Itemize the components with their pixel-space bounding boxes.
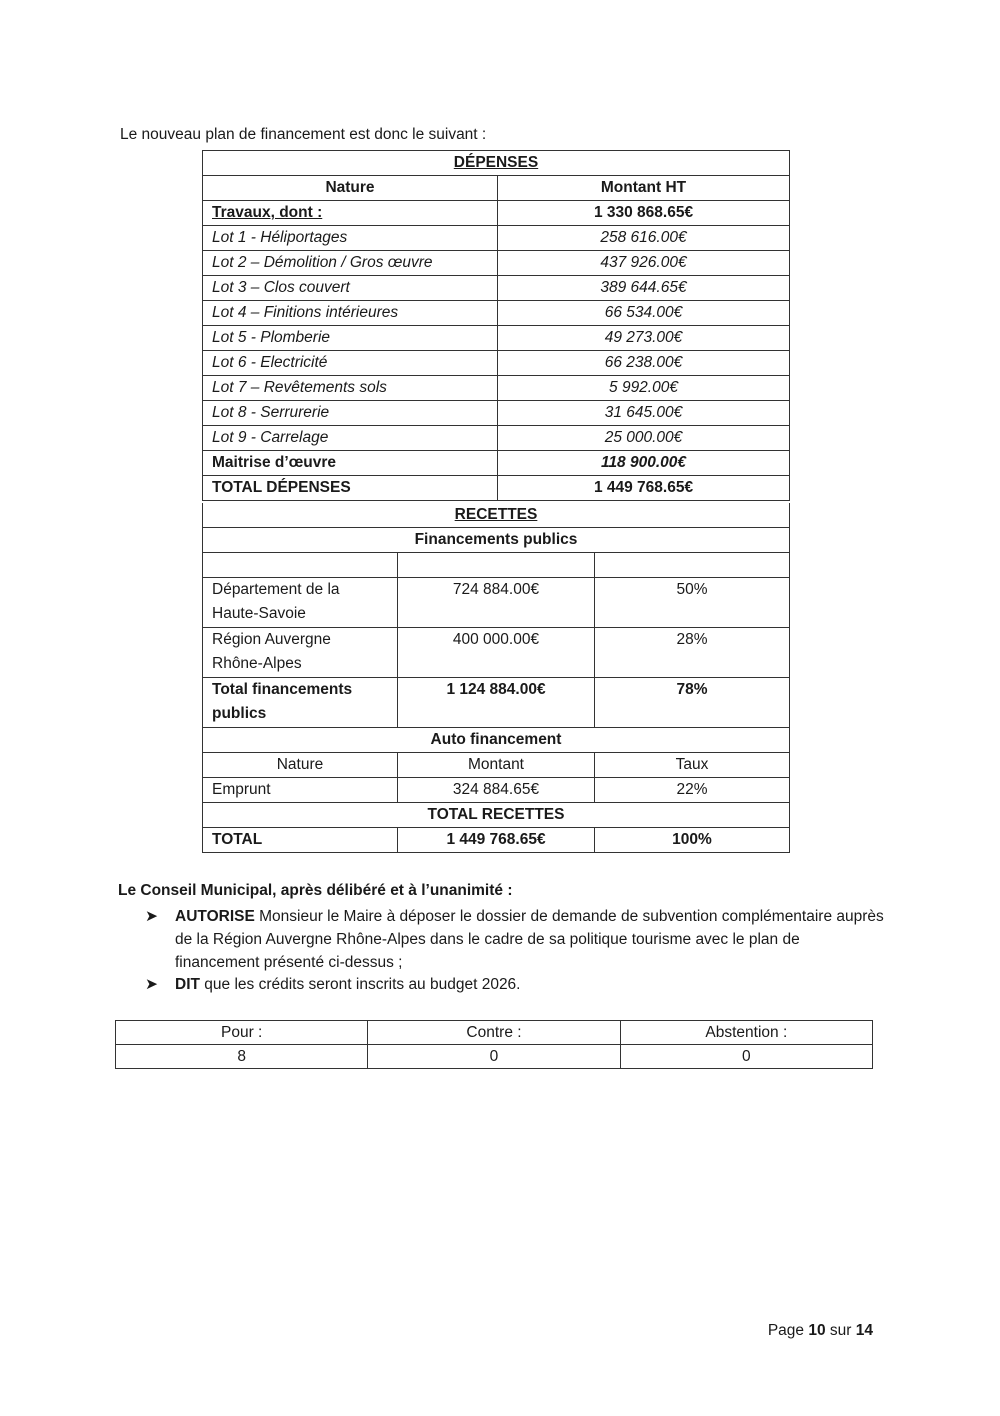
lot-label: Lot 4 – Finitions intérieures	[202, 300, 498, 326]
vote-pour-label: Pour :	[114, 1020, 369, 1045]
lot-amount: 437 926.00€	[497, 250, 790, 276]
header-montant: Montant HT	[497, 175, 790, 201]
vote-contre-value: 0	[367, 1044, 621, 1069]
lot-label: Lot 1 - Héliportages	[202, 225, 498, 251]
vote-pour-value: 8	[114, 1044, 369, 1069]
lot-amount: 49 273.00€	[497, 325, 790, 351]
bullet-dit: ➤ DIT que les crédits seront inscrits au…	[145, 973, 885, 997]
total-recettes-title: TOTAL RECETTES	[202, 802, 790, 828]
arrowhead-right-icon: ➤	[145, 976, 158, 993]
lot-amount: 25 000.00€	[497, 425, 790, 451]
public-title: Financements publics	[202, 527, 790, 553]
table-row: Lot 1 - Héliportages 258 616.00€	[202, 225, 790, 251]
lot-amount: 5 992.00€	[497, 375, 790, 401]
vote-abstention-label: Abstention :	[619, 1020, 874, 1045]
recettes-table: RECETTES Financements publics Départemen…	[202, 503, 790, 853]
conclusion-heading: Le Conseil Municipal, après délibéré et …	[118, 882, 513, 899]
table-row: Lot 7 – Revêtements sols 5 992.00€	[202, 375, 790, 401]
vote-contre-label: Contre :	[367, 1020, 621, 1045]
table-row: Emprunt 324 884.65€ 22%	[202, 777, 790, 803]
lot-amount: 258 616.00€	[497, 225, 790, 251]
table-row: Total financements publics 1 124 884.00€ …	[202, 677, 790, 728]
table-row: Département de la Haute-Savoie 724 884.00…	[202, 577, 790, 628]
lot-label: Lot 8 - Serrurerie	[202, 400, 498, 426]
lot-label: Lot 2 – Démolition / Gros œuvre	[202, 250, 498, 276]
table-row: Lot 5 - Plomberie 49 273.00€	[202, 325, 790, 351]
header-nature: Nature	[202, 175, 498, 201]
vote-table: Pour : Contre : Abstention : 8 0 0	[114, 1020, 874, 1069]
lot-label: Lot 6 - Electricité	[202, 350, 498, 376]
table-row: TOTAL DÉPENSES 1 449 768.65€	[202, 475, 790, 501]
lot-label: Lot 7 – Revêtements sols	[202, 375, 498, 401]
table-row: TOTAL 1 449 768.65€ 100%	[202, 827, 790, 853]
table-row: Lot 3 – Clos couvert 389 644.65€	[202, 275, 790, 301]
lot-label: Lot 5 - Plomberie	[202, 325, 498, 351]
arrowhead-right-icon: ➤	[145, 908, 158, 925]
lot-amount: 31 645.00€	[497, 400, 790, 426]
intro-text: Le nouveau plan de financement est donc …	[120, 126, 487, 143]
table-row: Travaux, dont : 1 330 868.65€	[202, 200, 790, 226]
empty-row	[202, 552, 790, 578]
table-row: Lot 6 - Electricité 66 238.00€	[202, 350, 790, 376]
table-row: Région Auvergne Rhône-Alpes 400 000.00€ 2…	[202, 627, 790, 678]
recettes-title: RECETTES	[202, 503, 790, 528]
lot-amount: 66 238.00€	[497, 350, 790, 376]
table-row: Lot 2 – Démolition / Gros œuvre 437 926.0…	[202, 250, 790, 276]
table-row: Maitrise d’œuvre 118 900.00€	[202, 450, 790, 476]
table-row: Lot 8 - Serrurerie 31 645.00€	[202, 400, 790, 426]
table-row: Lot 4 – Finitions intérieures 66 534.00€	[202, 300, 790, 326]
lot-amount: 66 534.00€	[497, 300, 790, 326]
lot-label: Lot 9 - Carrelage	[202, 425, 498, 451]
table-row: Lot 9 - Carrelage 25 000.00€	[202, 425, 790, 451]
lot-label: Lot 3 – Clos couvert	[202, 275, 498, 301]
page-number: Page 10 sur 14	[767, 1322, 873, 1339]
depenses-table: DÉPENSES Nature Montant HT Travaux, dont…	[202, 150, 790, 501]
auto-title: Auto financement	[202, 727, 790, 753]
lot-amount: 389 644.65€	[497, 275, 790, 301]
bullet-autorise: ➤ AUTORISE Monsieur le Maire à déposer l…	[145, 905, 885, 975]
depenses-title: DÉPENSES	[202, 150, 790, 176]
vote-abstention-value: 0	[619, 1044, 874, 1069]
